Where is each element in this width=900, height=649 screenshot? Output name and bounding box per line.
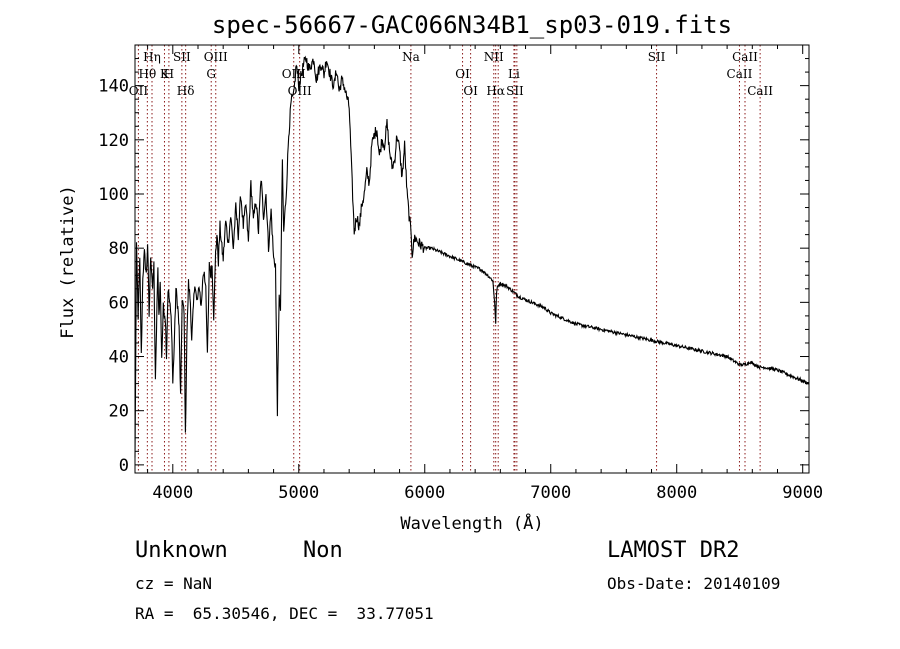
line-marker-label: CaII bbox=[747, 84, 773, 98]
line-marker-label: Hδ bbox=[177, 84, 195, 98]
survey-name: LAMOST DR2 bbox=[607, 538, 740, 563]
observation-date: Obs-Date: 20140109 bbox=[607, 574, 781, 593]
spectrum-series bbox=[134, 55, 810, 458]
y-tick-label: 0 bbox=[119, 456, 129, 476]
line-marker-label: OIII bbox=[204, 50, 228, 64]
line-marker-label: Hθ bbox=[138, 67, 156, 81]
spectrum-line bbox=[134, 55, 810, 458]
object-subclass: Non bbox=[303, 538, 343, 563]
line-marker-label: CaII bbox=[732, 50, 758, 64]
y-axis-label: Flux (relative) bbox=[58, 185, 78, 339]
redshift-cz: cz = NaN bbox=[135, 574, 213, 593]
line-marker-label: Li bbox=[508, 67, 520, 81]
line-marker-label: OIII bbox=[282, 67, 306, 81]
y-tick-label: 140 bbox=[98, 77, 129, 97]
line-marker-label: SII bbox=[173, 50, 191, 64]
x-axis-label: Wavelength (Å) bbox=[400, 512, 543, 534]
y-tick-label: 60 bbox=[109, 293, 129, 313]
line-marker-label: OI bbox=[455, 67, 470, 81]
y-tick-label: 80 bbox=[109, 239, 129, 259]
line-marker-label: CaII bbox=[727, 67, 753, 81]
x-tick-label: 8000 bbox=[656, 483, 697, 503]
y-tick-label: 40 bbox=[109, 348, 129, 368]
x-tick-label: 4000 bbox=[152, 483, 193, 503]
line-marker-label: SII bbox=[506, 84, 524, 98]
line-marker-label: OI bbox=[463, 84, 478, 98]
chart-title: spec-56667-GAC066N34B1_sp03-019.fits bbox=[212, 11, 732, 39]
y-tick-label: 120 bbox=[98, 131, 129, 151]
spectral-line-markers bbox=[137, 45, 761, 473]
y-tick-label: 20 bbox=[109, 402, 129, 422]
x-tick-label: 5000 bbox=[278, 483, 319, 503]
spectral-line-labels: OIIHθHηKHSIIHδGOIIIOIIIOIIINaOIOINIIHαLi… bbox=[129, 50, 774, 98]
line-marker-label: NII bbox=[484, 50, 504, 64]
line-marker-label: H bbox=[164, 67, 174, 81]
line-marker-label: G bbox=[206, 67, 216, 81]
line-marker-label: OII bbox=[129, 84, 149, 98]
line-marker-label: Na bbox=[402, 50, 420, 64]
line-marker-label: Hη bbox=[143, 50, 161, 64]
coordinates: RA = 65.30546, DEC = 33.77051 bbox=[135, 604, 434, 623]
line-marker-label: Hα bbox=[486, 84, 505, 98]
y-tick-label: 100 bbox=[98, 185, 129, 205]
axis-ticks: 4000 5000 6000 7000 8000 9000 0 20 40 60 80 100 120 1… bbox=[98, 44, 823, 503]
line-marker-label: SII bbox=[648, 50, 666, 64]
x-tick-label: 7000 bbox=[530, 483, 571, 503]
line-marker-label: K bbox=[160, 67, 170, 81]
x-tick-label: 9000 bbox=[782, 483, 823, 503]
x-tick-label: 6000 bbox=[404, 483, 445, 503]
object-class: Unknown bbox=[135, 538, 228, 563]
plot-frame bbox=[134, 44, 810, 474]
